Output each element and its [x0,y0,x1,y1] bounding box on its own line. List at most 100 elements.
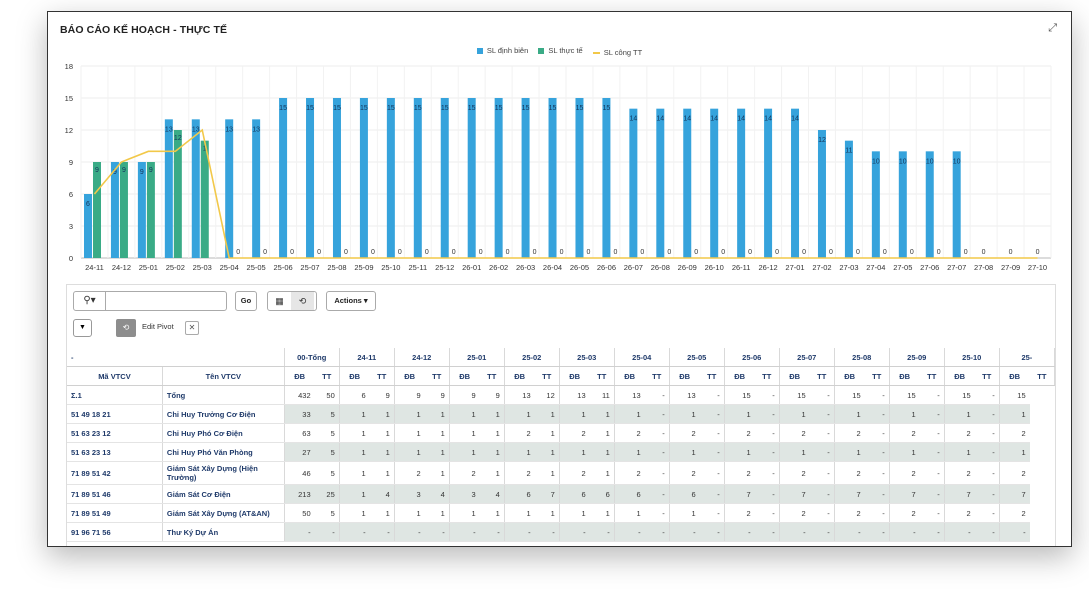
x-tick-label: 25-02 [166,263,185,272]
column-header-tt[interactable]: TT [754,366,780,386]
cell-value: - [614,522,645,542]
cell-value: 9 [394,385,425,405]
cell-value: 1 [369,442,395,462]
cell-value: - [644,522,670,542]
column-header-db[interactable]: ĐB [944,366,975,386]
go-button[interactable]: Go [235,291,257,311]
column-header-tt[interactable]: TT [479,366,505,386]
cell-value: 2 [999,503,1030,523]
cell-value: - [809,484,835,504]
report-title: BÁO CÁO KẾ HOẠCH - THỰC TẾ [60,24,228,36]
cell-value: - [644,503,670,523]
column-header-db[interactable]: ĐB [284,366,315,386]
cell-value: - [644,423,670,443]
column-header-db[interactable]: ĐB [999,366,1030,386]
column-header-tt[interactable]: TT [314,366,340,386]
cell-value: - [699,385,725,405]
table-row[interactable]: 71 89 51 49 Giám Sát Xây Dựng (AT&AN) 50 5 1… [67,503,1055,523]
column-header-db[interactable]: ĐB [779,366,810,386]
column-header-tt[interactable]: TT [644,366,670,386]
expand-icon[interactable]: ⤢ [1048,22,1057,34]
cell-value: - [919,503,945,523]
column-header-tt[interactable]: TT [369,366,395,386]
cell-value: - [369,522,395,542]
column-header-db[interactable]: ĐB [339,366,370,386]
cell-value: 1 [339,461,370,485]
legend-item-sl-thuc-te[interactable]: SL thực tế [538,46,583,55]
column-header-tt[interactable]: TT [534,366,560,386]
bar-sl-dinh-bien [629,108,638,258]
cell-value: 11 [589,385,615,405]
column-header-tt[interactable]: TT [589,366,615,386]
bar-data-label: 14 [791,116,799,123]
table-row[interactable]: 51 63 23 12 Chỉ Huy Phó Cơ Điện 63 5 1 1 1 1 1 1 2… [67,423,1055,443]
cell-value: 4 [424,484,450,504]
cell-ma-vtcv: 71 89 51 42 [67,461,163,485]
column-header-ten[interactable]: Tên VTCV [162,366,285,386]
table-view-icon[interactable]: ▦ [275,296,284,306]
bar-data-label: 15 [522,105,530,112]
search-input[interactable]: ⚲▾ [73,291,227,311]
cell-value: 2 [449,461,480,485]
column-header-db[interactable]: ĐB [449,366,480,386]
column-header-tt[interactable]: TT [974,366,1000,386]
bar-sl-dinh-bien [952,151,961,258]
table-row[interactable]: 71 89 51 46 Giám Sát Cơ Điện 213 25 1 4 3 4 3 4 6 7… [67,484,1055,504]
column-header-db[interactable]: ĐB [504,366,535,386]
remove-icon[interactable]: ✕ [185,321,199,335]
zero-data-label: 0 [721,249,725,256]
triangle-down-icon[interactable]: ▼ [73,319,92,337]
column-header-db[interactable]: ĐB [669,366,700,386]
cell-value: 13 [669,385,700,405]
cell-ma-vtcv: 51 63 23 13 [67,442,163,462]
cell-value: - [974,404,1000,424]
cell-value: 1 [479,442,505,462]
column-header-tt[interactable]: TT [809,366,835,386]
column-header-tt[interactable]: TT [1029,366,1055,386]
cell-value: - [999,522,1030,542]
table-row[interactable]: 91 96 71 56 Thư Ký Dự Án - - - - - - - - - - - - - - - - -… [67,522,1055,542]
zero-data-label: 0 [982,249,986,256]
bar-sl-dinh-bien [844,140,853,258]
column-header-db[interactable]: ĐB [559,366,590,386]
column-header-db[interactable]: ĐB [394,366,425,386]
cell-value: 12 [534,385,560,405]
actions-button[interactable]: Actions ▾ [326,291,376,311]
cell-value: 1 [834,404,865,424]
column-header-db[interactable]: ĐB [834,366,865,386]
column-header-db[interactable]: ĐB [724,366,755,386]
legend-item-sl-cong-tt[interactable]: SL công TT [592,48,642,57]
column-header-db[interactable]: ĐB [889,366,920,386]
column-header-ma[interactable]: Mã VTCV [67,366,163,386]
column-header-tt[interactable]: TT [424,366,450,386]
pivot-view-icon[interactable]: ⟲ [291,292,314,310]
bar-data-label: 1 [203,146,207,153]
table-row[interactable]: 71 89 51 42 Giám Sát Xây Dựng (Hiện Trườn… [67,461,1055,485]
total-row[interactable]: Σ.1 Tổng 432 50 6 9 9 9 9 9 13 12 13 11 13-13-15-15-15… [67,385,1055,405]
y-tick-label: 18 [65,62,73,71]
legend-item-sl-dinh-bien[interactable]: SL định biên [476,46,528,55]
column-header-tt[interactable]: TT [919,366,945,386]
cell-value: 1 [889,442,920,462]
column-header-tt[interactable]: TT [699,366,725,386]
cell-value: - [644,461,670,485]
cell-value: - [754,404,780,424]
bar-data-label: 15 [414,105,422,112]
cell-value: - [644,404,670,424]
bar-sl-dinh-bien [279,98,288,258]
edit-pivot-link[interactable]: Edit Pivot [142,322,174,331]
cell-value: - [644,484,670,504]
table-row[interactable]: 51 49 18 21 Chỉ Huy Trưởng Cơ Điện 33 5 1 1 1 1… [67,404,1055,424]
table-row[interactable]: 51 63 23 13 Chỉ Huy Phó Văn Phòng 27 5 1 1 1 1 1… [67,442,1055,462]
cell-value: 2 [394,461,425,485]
search-icon[interactable]: ⚲▾ [74,292,106,310]
column-header-tt[interactable]: TT [864,366,890,386]
cell-value: 2 [724,461,755,485]
cell-value: - [974,385,1000,405]
x-tick-label: 27-05 [893,263,912,272]
x-tick-label: 27-03 [839,263,858,272]
zero-data-label: 0 [506,249,510,256]
column-header-db[interactable]: ĐB [614,366,645,386]
zero-data-label: 0 [775,249,779,256]
